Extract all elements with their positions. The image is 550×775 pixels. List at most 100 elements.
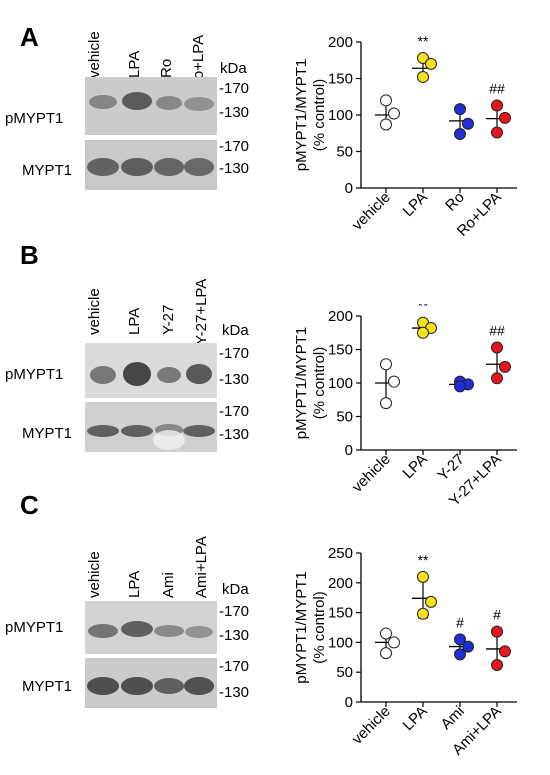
y-tick-label: 150 bbox=[328, 71, 353, 88]
data-point bbox=[491, 625, 503, 638]
data-point bbox=[454, 103, 466, 116]
data-point bbox=[499, 111, 511, 124]
x-tick-label: Ami+LPA bbox=[449, 703, 505, 759]
data-point bbox=[491, 341, 503, 354]
y-tick-label: 200 bbox=[328, 308, 353, 325]
mw-marker: -170 bbox=[219, 80, 250, 97]
y-tick-label: 50 bbox=[336, 409, 353, 426]
y-axis-label: pMYPT1/MYPT1(% control) bbox=[293, 59, 328, 172]
row-label-pmypt1: pMYPT1 bbox=[5, 619, 64, 636]
data-point bbox=[425, 57, 437, 70]
y-axis-label-line: pMYPT1/MYPT1 bbox=[293, 59, 310, 172]
row-label-mypt1: MYPT1 bbox=[22, 425, 73, 442]
data-point bbox=[491, 126, 503, 139]
y-tick-label: 150 bbox=[328, 342, 353, 359]
y-axis-label: pMYPT1/MYPT1(% control) bbox=[293, 571, 328, 684]
mw-marker: -170 bbox=[219, 403, 250, 420]
mw-marker: -130 bbox=[219, 104, 250, 121]
panel-label: C bbox=[20, 490, 39, 520]
data-point bbox=[380, 118, 392, 131]
row-label-mypt1: MYPT1 bbox=[22, 162, 73, 179]
y-tick-label: 50 bbox=[336, 664, 353, 681]
y-tick-label: 250 bbox=[328, 545, 353, 562]
data-point bbox=[380, 358, 392, 371]
data-point bbox=[425, 595, 437, 608]
blot-mypt1 bbox=[85, 658, 217, 708]
lane-label: vehicle bbox=[86, 31, 103, 78]
y-axis-label: pMYPT1/MYPT1(% control) bbox=[293, 327, 328, 440]
data-point bbox=[491, 99, 503, 112]
data-point bbox=[425, 322, 437, 335]
data-point bbox=[454, 375, 466, 388]
y-tick-label: 100 bbox=[328, 634, 353, 651]
y-tick-label: 0 bbox=[345, 180, 353, 197]
significance-label: ** bbox=[418, 552, 429, 568]
data-point bbox=[499, 645, 511, 658]
data-point bbox=[417, 316, 429, 329]
blot-pmypt1 bbox=[85, 77, 217, 135]
y-axis-label-line: (% control) bbox=[311, 79, 328, 152]
data-point bbox=[380, 397, 392, 410]
data-point bbox=[454, 648, 466, 661]
y-axis-label-line: pMYPT1/MYPT1 bbox=[293, 327, 310, 440]
data-point bbox=[417, 570, 429, 583]
y-tick-label: 100 bbox=[328, 107, 353, 124]
y-tick-label: 200 bbox=[328, 575, 353, 592]
mw-marker: -130 bbox=[219, 426, 250, 443]
blot-pmypt1 bbox=[85, 601, 217, 654]
lane-label: Ro bbox=[158, 58, 175, 78]
lane-label: LPA bbox=[126, 50, 143, 78]
significance-label: ** bbox=[418, 304, 429, 314]
significance-label: ## bbox=[489, 81, 505, 97]
data-point bbox=[454, 380, 466, 393]
x-tick-label: LPA bbox=[400, 451, 431, 482]
x-tick-label: Y-27+LPA bbox=[446, 451, 505, 510]
lane-label: LPA bbox=[126, 570, 143, 598]
x-tick-label: Ro bbox=[442, 189, 468, 215]
y-tick-label: 0 bbox=[345, 442, 353, 459]
blot-mypt1 bbox=[85, 140, 217, 190]
data-point bbox=[417, 71, 429, 84]
significance-label: ** bbox=[418, 33, 429, 49]
data-point bbox=[499, 360, 511, 373]
x-tick-label: LPA bbox=[400, 703, 431, 734]
data-point bbox=[462, 378, 474, 391]
data-point bbox=[380, 94, 392, 107]
y-tick-label: 150 bbox=[328, 605, 353, 622]
x-tick-label: LPA bbox=[400, 189, 431, 220]
data-point bbox=[462, 640, 474, 653]
significance-label: ## bbox=[489, 322, 505, 338]
data-point bbox=[388, 375, 400, 388]
row-label-mypt1: MYPT1 bbox=[22, 678, 73, 695]
y-tick-label: 100 bbox=[328, 375, 353, 392]
mw-marker: -170 bbox=[219, 603, 250, 620]
data-point bbox=[417, 607, 429, 620]
y-axis-label-line: (% control) bbox=[311, 347, 328, 420]
x-tick-label: vehicle bbox=[349, 703, 394, 748]
x-tick-label: Ami bbox=[438, 703, 468, 733]
mw-marker: -170 bbox=[219, 658, 250, 675]
lane-label: LPA bbox=[126, 307, 143, 335]
lane-label: vehicle bbox=[86, 288, 103, 335]
data-point bbox=[417, 326, 429, 339]
y-tick-label: 200 bbox=[328, 34, 353, 51]
blot-mypt1 bbox=[85, 402, 217, 452]
lane-label: Y-27+LPA bbox=[193, 278, 210, 345]
mw-marker: -170 bbox=[219, 138, 250, 155]
data-point bbox=[491, 659, 503, 672]
data-point bbox=[454, 633, 466, 646]
data-point bbox=[388, 107, 400, 120]
panel-label: A bbox=[20, 22, 39, 52]
mw-marker: -130 bbox=[219, 160, 250, 177]
x-tick-label: Y-27 bbox=[434, 451, 467, 484]
y-axis-label-line: pMYPT1/MYPT1 bbox=[293, 571, 310, 684]
kda-label: kDa bbox=[222, 581, 249, 598]
significance-label: # bbox=[493, 607, 501, 623]
lane-label: Y-27 bbox=[160, 304, 177, 335]
kda-label: kDa bbox=[222, 322, 249, 339]
row-label-pmypt1: pMYPT1 bbox=[5, 366, 64, 383]
kda-label: kDa bbox=[220, 60, 247, 77]
data-point bbox=[417, 52, 429, 65]
data-point bbox=[491, 372, 503, 385]
